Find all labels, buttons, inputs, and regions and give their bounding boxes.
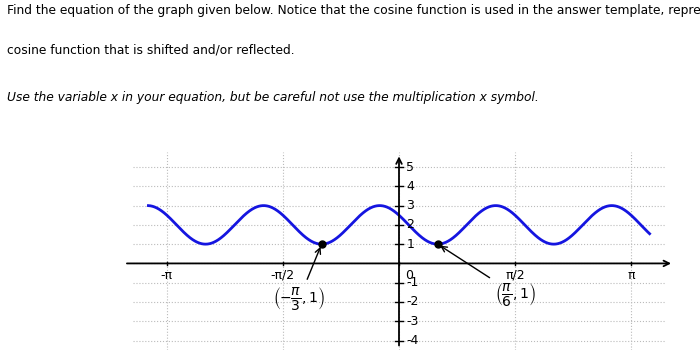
Text: $\!\left(-\dfrac{\pi}{3},1\right)$: $\!\left(-\dfrac{\pi}{3},1\right)$ bbox=[274, 248, 325, 312]
Text: -4: -4 bbox=[407, 334, 419, 347]
Text: 4: 4 bbox=[407, 180, 414, 193]
Text: π/2: π/2 bbox=[505, 269, 525, 282]
Text: 5: 5 bbox=[407, 161, 414, 174]
Text: -π/2: -π/2 bbox=[271, 269, 295, 282]
Text: -π: -π bbox=[161, 269, 173, 282]
Text: π: π bbox=[627, 269, 635, 282]
Text: 1: 1 bbox=[407, 238, 414, 251]
Text: -3: -3 bbox=[407, 315, 419, 328]
Text: -1: -1 bbox=[407, 276, 419, 289]
Text: Use the variable x in your equation, but be careful not use the multiplication x: Use the variable x in your equation, but… bbox=[7, 91, 539, 104]
Text: $\left(\dfrac{\pi}{6},1\right)$: $\left(\dfrac{\pi}{6},1\right)$ bbox=[441, 247, 536, 308]
Text: 0: 0 bbox=[405, 269, 413, 282]
Text: Find the equation of the graph given below. Notice that the cosine function is u: Find the equation of the graph given bel… bbox=[7, 4, 700, 17]
Text: cosine function that is shifted and/or reflected.: cosine function that is shifted and/or r… bbox=[7, 43, 295, 56]
Text: 2: 2 bbox=[407, 218, 414, 231]
Text: 3: 3 bbox=[407, 199, 414, 212]
Text: -2: -2 bbox=[407, 295, 419, 309]
